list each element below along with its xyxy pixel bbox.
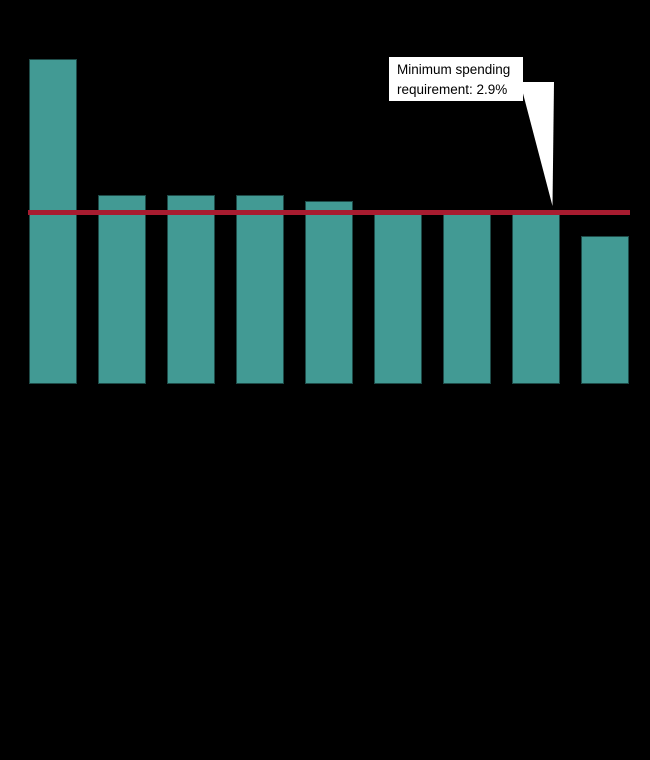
bar (166, 194, 215, 384)
annotation-text: Minimum spending requirement: 2.9% (397, 62, 511, 97)
bar (304, 200, 353, 384)
bar (97, 194, 146, 384)
bar (580, 236, 629, 384)
bar (442, 212, 491, 384)
bar (28, 58, 77, 384)
annotation-callout: Minimum spending requirement: 2.9% (389, 57, 523, 101)
reference-line (28, 209, 630, 215)
bar (511, 212, 560, 384)
bar (235, 194, 284, 384)
bar (373, 212, 422, 384)
